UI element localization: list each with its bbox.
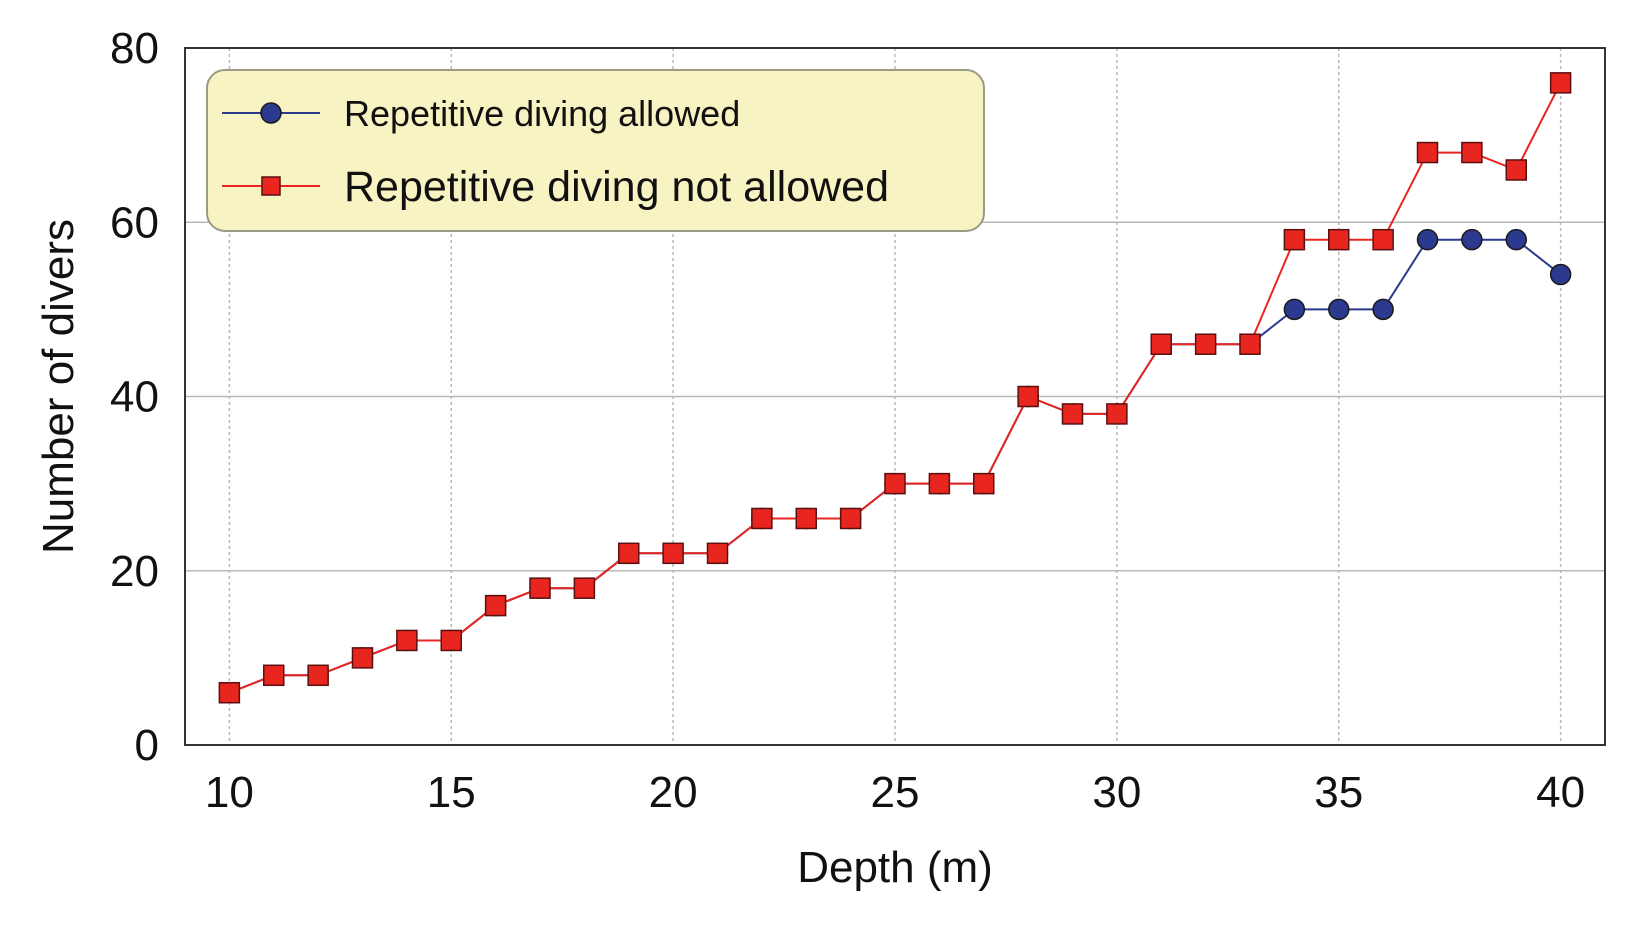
- data-point: [573, 577, 596, 599]
- data-point: [1372, 228, 1394, 251]
- data-point: [1372, 298, 1394, 321]
- data-point: [1461, 228, 1483, 251]
- data-point: [751, 507, 773, 530]
- x-tick-label: 30: [1092, 768, 1141, 817]
- data-point: [1416, 141, 1439, 164]
- data-point: [928, 472, 951, 495]
- data-point: [1106, 403, 1128, 425]
- x-tick-label: 20: [649, 768, 698, 817]
- legend-label-series-1: Repetitive diving allowed: [344, 93, 740, 134]
- x-tick-label: 35: [1314, 768, 1363, 817]
- y-tick-label: 40: [110, 373, 159, 422]
- data-point: [1017, 385, 1039, 408]
- data-point: [618, 542, 640, 565]
- series-2: [218, 72, 1572, 704]
- legend-box: [206, 69, 985, 232]
- data-point: [484, 594, 507, 617]
- data-point: [1283, 298, 1306, 321]
- legend: Repetitive diving allowed Repetitive div…: [206, 69, 985, 232]
- data-point: [1549, 263, 1572, 286]
- data-point: [351, 647, 374, 669]
- data-point: [1150, 333, 1172, 355]
- y-axis-title: Number of divers: [34, 219, 83, 554]
- data-point: [1461, 141, 1483, 164]
- data-point: [795, 507, 817, 530]
- x-tick-label: 10: [205, 768, 254, 817]
- data-point: [839, 507, 862, 530]
- data-point: [1505, 228, 1527, 251]
- x-tick-label: 40: [1536, 768, 1585, 817]
- data-point: [1283, 228, 1306, 251]
- plot-area-frame: [184, 47, 1606, 746]
- y-tick-label: 80: [110, 24, 159, 73]
- data-point: [1416, 228, 1439, 251]
- data-point: [1549, 72, 1572, 94]
- x-tick-label: 15: [427, 768, 476, 817]
- data-point: [1328, 228, 1350, 251]
- y-tick-label: 0: [135, 721, 159, 770]
- data-point: [529, 577, 551, 599]
- legend-marker-series-2: [261, 176, 281, 196]
- data-point: [1505, 159, 1527, 181]
- data-point: [706, 542, 729, 565]
- legend-label-series-2: Repetitive diving not allowed: [344, 163, 889, 211]
- data-point: [396, 629, 418, 652]
- x-axis-ticks: 10 15 20 25 30 35 40: [205, 768, 1585, 817]
- y-axis-ticks: 0 20 40 60 80: [110, 24, 159, 770]
- data-point: [1239, 333, 1261, 355]
- x-tick-label: 25: [871, 768, 920, 817]
- series-layer: [218, 72, 1572, 704]
- data-point: [1328, 298, 1350, 321]
- data-point: [973, 472, 995, 495]
- data-point: [1194, 333, 1217, 355]
- data-point: [218, 681, 241, 704]
- data-point: [884, 472, 906, 495]
- data-point: [307, 664, 329, 687]
- y-tick-label: 20: [110, 547, 159, 596]
- data-point: [263, 664, 285, 687]
- legend-marker-series-1: [260, 102, 282, 124]
- data-point: [1061, 403, 1084, 425]
- x-axis-title: Depth (m): [797, 843, 993, 892]
- data-point: [440, 629, 462, 652]
- y-tick-label: 60: [110, 198, 159, 247]
- data-point: [662, 542, 684, 565]
